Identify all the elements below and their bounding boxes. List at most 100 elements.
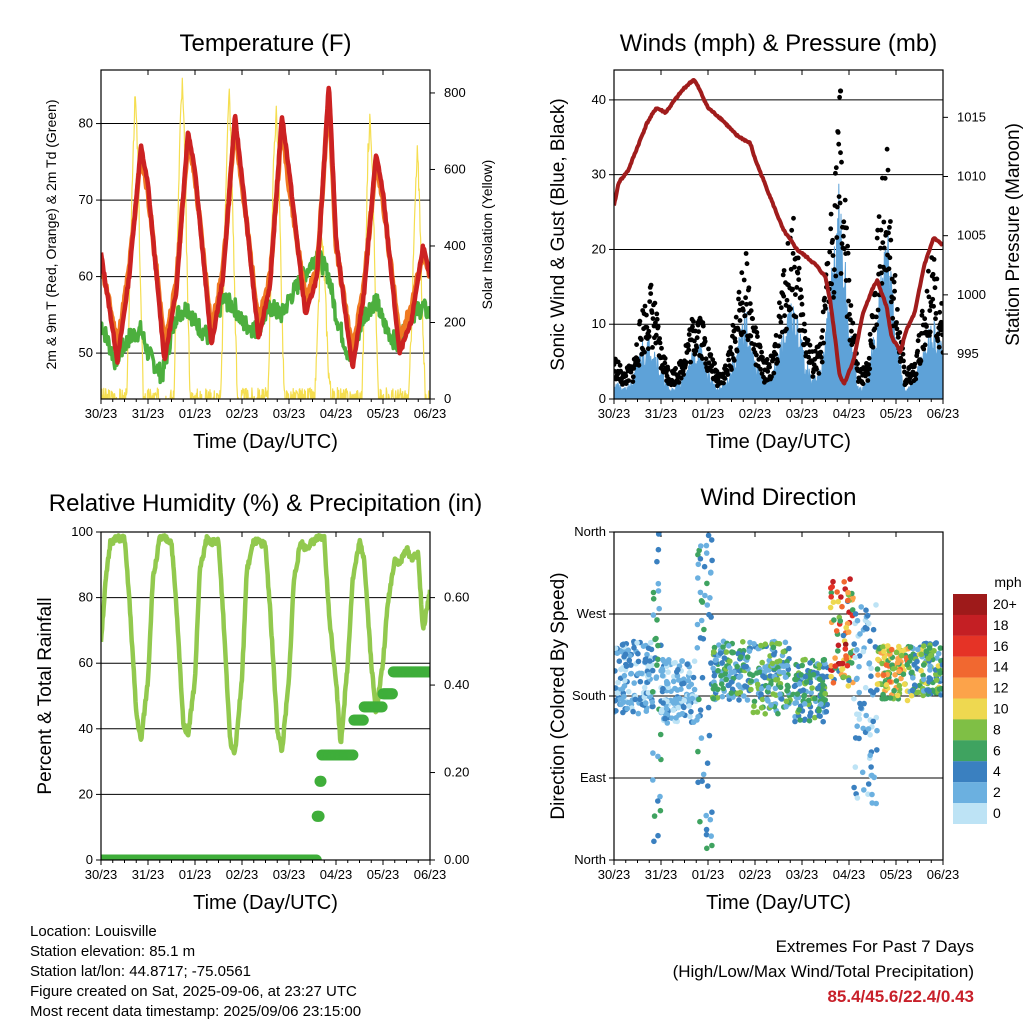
direction-point	[920, 692, 926, 699]
direction-point	[910, 675, 916, 681]
direction-point	[725, 643, 732, 649]
gust-point	[754, 352, 759, 358]
direction-point	[772, 685, 779, 692]
x-tick-label: 03/23	[273, 867, 306, 882]
direction-point	[854, 675, 860, 682]
chart-panel-4: Wind DirectionNorthEastSouthWestNorth30/…	[548, 484, 1022, 914]
direction-point	[698, 598, 705, 604]
direction-point	[852, 654, 858, 661]
direction-point	[869, 791, 875, 798]
direction-point	[741, 693, 747, 699]
direction-point	[865, 791, 871, 797]
direction-point	[655, 753, 661, 760]
direction-point	[868, 764, 874, 770]
direction-point	[689, 695, 696, 702]
gust-point	[730, 322, 736, 328]
gust-point	[733, 314, 739, 320]
direction-point	[839, 666, 845, 673]
gust-point	[895, 307, 900, 312]
direction-point	[820, 682, 826, 688]
y-tick-label: 20	[79, 786, 93, 801]
direction-point	[645, 645, 652, 651]
direction-point	[847, 576, 853, 582]
direction-point	[852, 611, 859, 617]
gust-point	[913, 376, 919, 382]
direction-point	[734, 663, 740, 670]
direction-point	[681, 704, 687, 711]
y2-axis-label: Solar Insolation (Yellow)	[479, 160, 495, 310]
direction-point	[658, 709, 665, 715]
precip-point	[357, 714, 369, 726]
direction-point	[710, 665, 716, 672]
direction-point	[616, 658, 623, 664]
gust-point	[645, 346, 651, 352]
direction-point	[705, 704, 712, 711]
direction-point	[704, 845, 710, 852]
gust-point	[747, 301, 753, 306]
y2-tick-label: 800	[444, 85, 466, 100]
direction-point	[619, 686, 626, 692]
direction-point	[874, 666, 881, 672]
direction-point	[762, 664, 768, 670]
gust-point	[828, 226, 834, 232]
direction-point	[865, 726, 872, 732]
direction-point	[933, 677, 940, 683]
gust-point	[848, 303, 854, 308]
direction-point	[759, 696, 766, 703]
gust-point	[743, 251, 749, 256]
gust-point	[662, 360, 668, 366]
gust-point	[931, 257, 937, 262]
direction-point	[699, 674, 706, 681]
gust-point	[836, 194, 842, 200]
x-axis-label: Time (Day/UTC)	[706, 892, 851, 914]
direction-point	[649, 689, 656, 695]
direction-point	[931, 648, 937, 654]
direction-point	[708, 537, 715, 543]
series-relative-humidity	[101, 533, 430, 756]
gust-point	[736, 289, 742, 295]
x-tick-label: 06/23	[927, 867, 960, 882]
direction-point	[927, 676, 934, 682]
direction-point	[776, 668, 783, 675]
gust-point	[892, 288, 897, 294]
plot-frame	[100, 531, 431, 861]
gust-point	[802, 328, 808, 334]
direction-point	[801, 701, 808, 707]
x-tick-label: 02/23	[226, 406, 259, 421]
direction-point	[828, 594, 834, 600]
direction-point	[782, 639, 789, 646]
direction-point	[711, 649, 717, 655]
direction-point	[895, 659, 901, 666]
direction-point	[647, 658, 653, 664]
gust-point	[637, 318, 643, 324]
direction-point	[657, 731, 664, 738]
gust-point	[798, 287, 803, 293]
direction-point	[818, 701, 824, 707]
direction-point	[687, 713, 693, 720]
direction-point	[764, 696, 770, 702]
direction-point	[874, 681, 881, 687]
direction-point	[660, 700, 666, 706]
direction-point	[758, 705, 765, 711]
direction-point	[624, 705, 630, 712]
gust-point	[841, 246, 847, 252]
direction-point	[659, 672, 666, 679]
direction-point	[711, 644, 718, 651]
gust-point	[825, 260, 831, 266]
legend-swatch	[953, 719, 987, 741]
direction-point	[858, 705, 864, 711]
gust-point	[847, 311, 852, 317]
direction-point	[678, 686, 684, 692]
direction-point	[892, 672, 898, 678]
direction-point	[935, 650, 942, 657]
plot-frame	[100, 69, 431, 400]
direction-point	[676, 677, 682, 683]
direction-point	[802, 673, 809, 680]
x-tick-label: 31/23	[645, 867, 678, 882]
gust-point	[894, 320, 899, 325]
direction-point	[688, 708, 694, 715]
direction-point	[731, 669, 737, 675]
direction-point	[852, 735, 859, 741]
gust-point	[935, 338, 941, 344]
